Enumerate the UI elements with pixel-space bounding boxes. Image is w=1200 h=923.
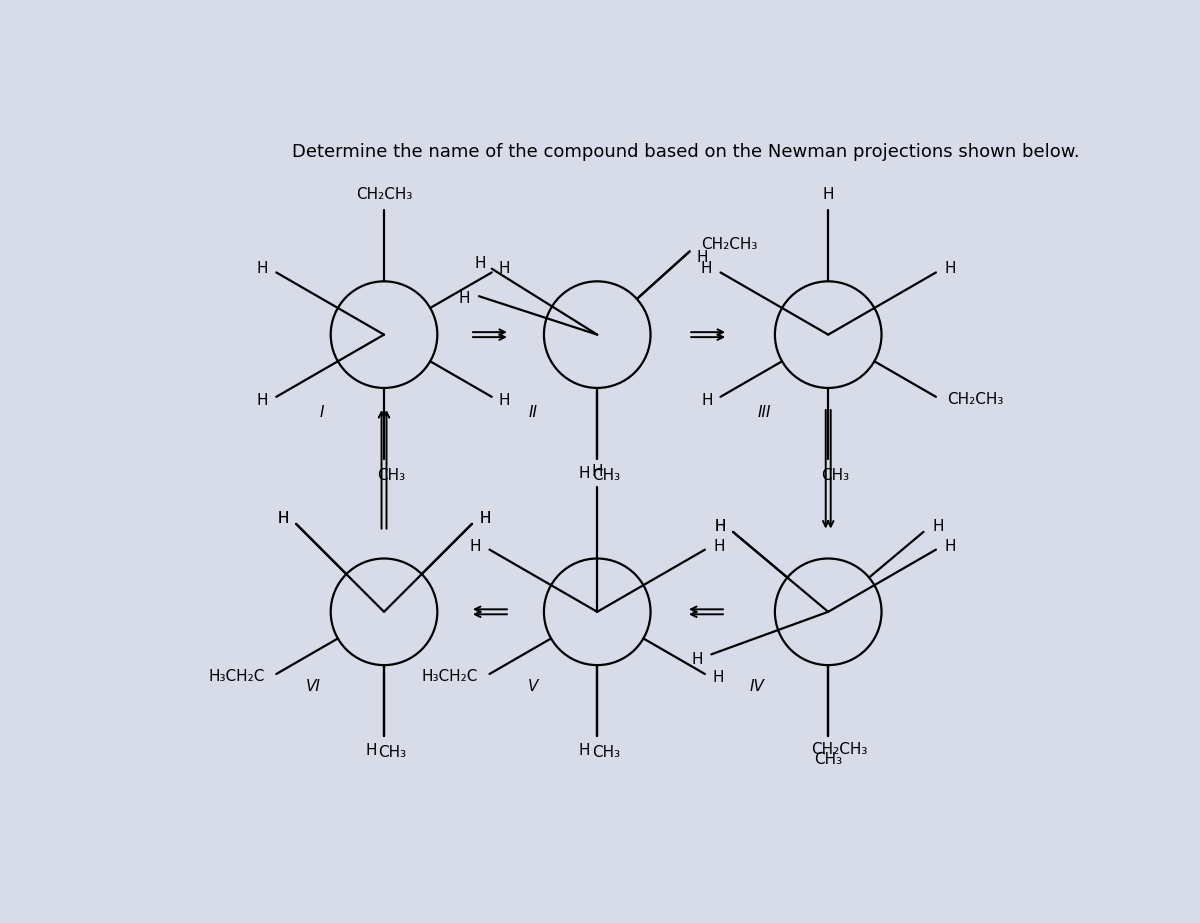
Text: H: H <box>714 520 726 534</box>
Text: H: H <box>277 511 289 526</box>
Text: H: H <box>578 466 590 481</box>
Text: H: H <box>257 261 268 276</box>
Text: H: H <box>697 249 708 265</box>
Text: I: I <box>319 405 324 420</box>
Text: V: V <box>528 679 539 694</box>
Text: CH₃: CH₃ <box>592 468 620 484</box>
Text: H: H <box>714 538 725 554</box>
Text: H: H <box>592 464 602 479</box>
Text: H: H <box>822 186 834 202</box>
Text: H: H <box>479 511 491 526</box>
Text: CH₃: CH₃ <box>821 468 850 484</box>
Text: Determine the name of the compound based on the Newman projections shown below.: Determine the name of the compound based… <box>292 143 1079 161</box>
Text: H: H <box>714 520 726 534</box>
Text: H: H <box>277 511 289 526</box>
Text: H: H <box>366 743 377 759</box>
Text: H₃CH₂C: H₃CH₂C <box>209 669 265 684</box>
Text: H: H <box>712 670 724 685</box>
Text: H: H <box>578 743 590 759</box>
Text: H: H <box>474 257 486 271</box>
Text: CH₃: CH₃ <box>592 746 620 761</box>
Text: CH₃: CH₃ <box>378 746 407 761</box>
Text: VI: VI <box>306 679 320 694</box>
Text: CH₂CH₃: CH₂CH₃ <box>947 392 1003 407</box>
Text: H: H <box>932 520 943 534</box>
Text: H: H <box>257 393 268 408</box>
Text: CH₂CH₃: CH₂CH₃ <box>356 186 413 202</box>
Text: H: H <box>499 393 510 408</box>
Text: H: H <box>469 538 481 554</box>
Text: CH₃: CH₃ <box>814 752 842 767</box>
Text: III: III <box>757 405 770 420</box>
Text: H: H <box>479 511 491 526</box>
Text: H: H <box>944 261 956 276</box>
Text: CH₂CH₃: CH₂CH₃ <box>811 742 868 757</box>
Text: H: H <box>701 261 712 276</box>
Text: II: II <box>529 405 538 420</box>
Text: IV: IV <box>750 679 764 694</box>
Text: H: H <box>702 393 713 408</box>
Text: H: H <box>691 652 703 666</box>
Text: H: H <box>499 261 510 276</box>
Text: H: H <box>458 291 469 306</box>
Text: CH₂CH₃: CH₂CH₃ <box>701 237 757 252</box>
Text: H₃CH₂C: H₃CH₂C <box>421 669 478 684</box>
Text: H: H <box>944 538 956 554</box>
Text: CH₃: CH₃ <box>377 468 406 484</box>
